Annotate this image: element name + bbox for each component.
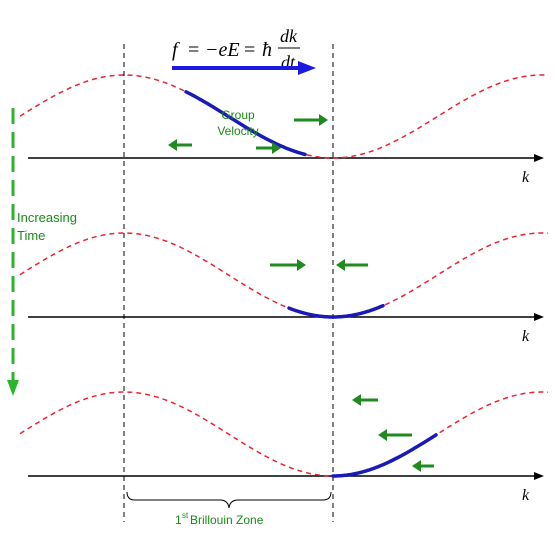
k-axis-arrowhead-3 [534,472,544,480]
k-axis-label-1: k [522,169,530,186]
velocity-arrow-1a [168,139,192,151]
k-axis-arrowhead-2 [534,313,544,321]
increasing-time-line1: Increasing [17,210,77,225]
velocity-arrow-3a [352,394,378,406]
velocity-arrow-2b [336,259,368,271]
band-curve-2 [19,232,549,318]
velocity-arrow-3c [412,460,434,472]
force-arrow [172,61,316,75]
eq-minus-eE: −eE [205,39,240,61]
group-velocity-line2: Velocity [217,124,258,138]
velocity-arrow-2a [270,259,306,271]
velocity-arrow-1c [294,114,328,126]
k-axis-label-2: k [522,328,530,345]
brillouin-label-text: Brillouin Zone [190,513,264,527]
eq-dk: dk [280,26,298,46]
group-velocity-line1: Group [221,108,255,122]
wavepacket-1 [184,90,307,157]
eq-f: f [172,39,180,61]
force-equation: f = −eE = ħ dk dt [172,26,300,72]
wavepacket-2 [287,303,385,319]
velocity-arrow-1b [256,142,281,154]
eq-equals-1: = [188,39,199,61]
time-arrow [7,108,19,396]
k-axis-label-3: k [522,487,530,504]
band-panels: k k k [19,74,549,504]
brillouin-label-superscript: st [182,511,189,520]
velocity-arrow-3b [378,429,412,441]
brillouin-label-prefix: 1 [175,513,182,527]
wavepacket-3 [331,433,438,478]
band-curve-3 [19,391,549,477]
increasing-time-line2: Time [17,228,45,243]
brillouin-brace [126,491,332,509]
eq-hbar: ħ [262,39,272,61]
k-axis-arrowhead-1 [534,154,544,162]
eq-equals-2: = [244,39,255,61]
